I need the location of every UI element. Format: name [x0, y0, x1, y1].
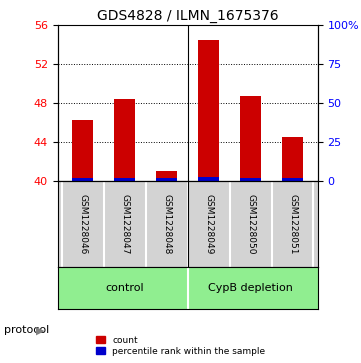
Bar [114, 179, 135, 181]
Bar [282, 179, 303, 181]
Text: GSM1228051: GSM1228051 [288, 194, 297, 254]
Bar [156, 179, 177, 181]
Text: ▶: ▶ [36, 325, 45, 335]
Bar [282, 137, 303, 181]
Bar [114, 99, 135, 181]
Bar [198, 177, 219, 181]
Legend: count, percentile rank within the sample: count, percentile rank within the sample [93, 333, 268, 359]
Bar [240, 178, 261, 181]
Text: GSM1228048: GSM1228048 [162, 194, 171, 254]
Text: GSM1228047: GSM1228047 [120, 194, 129, 254]
Bar [240, 96, 261, 181]
Text: GSM1228046: GSM1228046 [78, 194, 87, 254]
Text: protocol: protocol [4, 325, 49, 335]
Bar [198, 40, 219, 181]
Title: GDS4828 / ILMN_1675376: GDS4828 / ILMN_1675376 [97, 9, 279, 23]
Text: GSM1228050: GSM1228050 [246, 194, 255, 254]
Text: GSM1228049: GSM1228049 [204, 194, 213, 254]
Bar [156, 171, 177, 181]
Text: control: control [105, 283, 144, 293]
Bar [73, 179, 93, 181]
Bar [73, 120, 93, 181]
Text: CypB depletion: CypB depletion [208, 283, 293, 293]
